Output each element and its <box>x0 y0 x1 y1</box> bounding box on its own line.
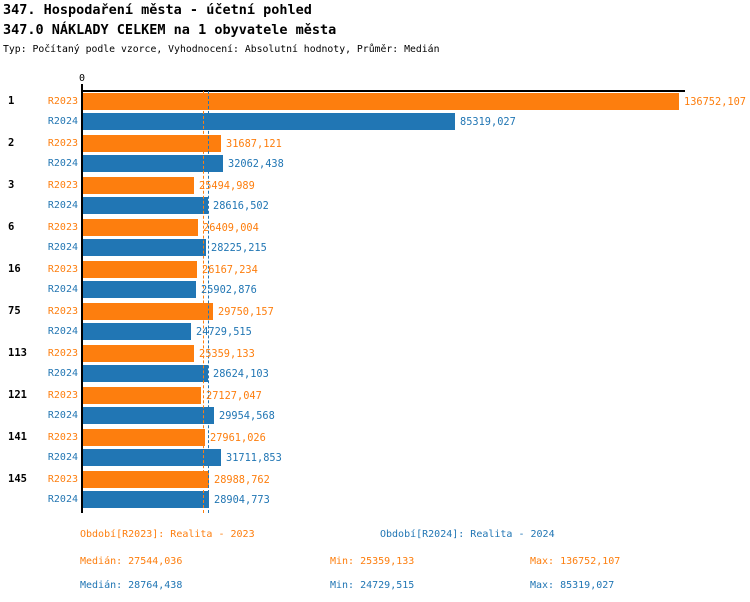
row-label-r2024: R2024 <box>47 452 78 463</box>
bar-value-6-r2024: 28225,215 <box>211 242 267 254</box>
bar-value-2-r2024: 32062,438 <box>228 158 284 170</box>
row-label-r2023: R2023 <box>47 96 78 107</box>
stat-max-r2023: Max: 136752,107 <box>530 556 621 567</box>
stat-min-r2023: Min: 25359,133 <box>330 556 415 567</box>
bar-16-r2023 <box>83 261 197 278</box>
stat-median-r2023: Medián: 27544,036 <box>80 556 183 567</box>
row-label-r2023: R2023 <box>47 306 78 317</box>
row-label-r2024: R2024 <box>47 200 78 211</box>
category-label-6: 6 <box>8 221 15 233</box>
bar-value-2-r2023: 31687,121 <box>226 138 282 150</box>
stat-max-r2024: Max: 85319,027 <box>530 580 615 591</box>
bar-value-6-r2023: 26409,004 <box>203 222 259 234</box>
row-label-r2024: R2024 <box>47 494 78 505</box>
bar-145-r2023 <box>83 471 209 488</box>
row-label-r2023: R2023 <box>47 432 78 443</box>
bar-value-141-r2023: 27961,026 <box>210 432 266 444</box>
median-line-r2024 <box>208 91 209 513</box>
bar-value-113-r2023: 25359,133 <box>199 348 255 360</box>
category-label-75: 75 <box>8 305 21 317</box>
row-label-r2023: R2023 <box>47 348 78 359</box>
bar-6-r2024 <box>83 239 206 256</box>
bar-2-r2024 <box>83 155 223 172</box>
category-label-16: 16 <box>8 263 21 275</box>
report-title: 347. Hospodaření města - účetní pohled <box>3 2 312 18</box>
bar-141-r2023 <box>83 429 205 446</box>
bar-3-r2023 <box>83 177 194 194</box>
bar-value-1-r2023: 136752,107 <box>684 96 746 108</box>
bar-value-75-r2024: 24729,515 <box>196 326 252 338</box>
bar-value-16-r2024: 25902,876 <box>201 284 257 296</box>
bar-113-r2024 <box>83 365 208 382</box>
bar-value-3-r2024: 28616,502 <box>213 200 269 212</box>
bar-3-r2024 <box>83 197 208 214</box>
row-label-r2024: R2024 <box>47 158 78 169</box>
category-label-3: 3 <box>8 179 15 191</box>
bar-value-121-r2023: 27127,047 <box>206 390 262 402</box>
category-label-145: 145 <box>8 473 27 485</box>
stat-median-r2024: Medián: 28764,438 <box>80 580 183 591</box>
category-label-1: 1 <box>8 95 15 107</box>
report-meta-line: Typ: Počítaný podle vzorce, Vyhodnocení:… <box>3 44 440 55</box>
bar-1-r2024 <box>83 113 455 130</box>
category-label-121: 121 <box>8 389 27 401</box>
row-label-r2023: R2023 <box>47 390 78 401</box>
row-label-r2023: R2023 <box>47 222 78 233</box>
report-subtitle: 347.0 NÁKLADY CELKEM na 1 obyvatele měst… <box>3 22 337 38</box>
row-label-r2024: R2024 <box>47 284 78 295</box>
bar-121-r2024 <box>83 407 214 424</box>
stat-min-r2024: Min: 24729,515 <box>330 580 415 591</box>
bar-75-r2024 <box>83 323 191 340</box>
bar-value-145-r2023: 28988,762 <box>214 474 270 486</box>
row-label-r2023: R2023 <box>47 138 78 149</box>
bar-6-r2023 <box>83 219 198 236</box>
bar-141-r2024 <box>83 449 221 466</box>
row-label-r2023: R2023 <box>47 474 78 485</box>
bar-value-141-r2024: 31711,853 <box>226 452 282 464</box>
bar-145-r2024 <box>83 491 209 508</box>
x-axis-zero-label: 0 <box>78 73 86 84</box>
row-label-r2024: R2024 <box>47 116 78 127</box>
bar-value-1-r2024: 85319,027 <box>460 116 516 128</box>
bar-value-145-r2024: 28904,773 <box>214 494 270 506</box>
category-label-141: 141 <box>8 431 27 443</box>
bar-75-r2023 <box>83 303 213 320</box>
bar-1-r2023 <box>83 93 679 110</box>
row-label-r2023: R2023 <box>47 180 78 191</box>
bar-121-r2023 <box>83 387 201 404</box>
bar-value-3-r2023: 25494,989 <box>199 180 255 192</box>
bar-16-r2024 <box>83 281 196 298</box>
category-label-113: 113 <box>8 347 27 359</box>
bar-value-16-r2023: 26167,234 <box>202 264 258 276</box>
legend-period-r2024: Období[R2024]: Realita - 2024 <box>380 529 555 540</box>
median-line-r2023 <box>203 91 204 513</box>
row-label-r2024: R2024 <box>47 326 78 337</box>
bar-value-113-r2024: 28624,103 <box>213 368 269 380</box>
category-label-2: 2 <box>8 137 15 149</box>
row-label-r2024: R2024 <box>47 410 78 421</box>
y-axis-line <box>81 90 83 513</box>
bar-value-75-r2023: 29750,157 <box>218 306 274 318</box>
x-axis-top-line <box>82 90 685 92</box>
row-label-r2023: R2023 <box>47 264 78 275</box>
x-axis-tick <box>81 84 83 91</box>
row-label-r2024: R2024 <box>47 242 78 253</box>
bar-113-r2023 <box>83 345 194 362</box>
legend-period-r2023: Období[R2023]: Realita - 2023 <box>80 529 255 540</box>
row-label-r2024: R2024 <box>47 368 78 379</box>
bar-2-r2023 <box>83 135 221 152</box>
bar-value-121-r2024: 29954,568 <box>219 410 275 422</box>
